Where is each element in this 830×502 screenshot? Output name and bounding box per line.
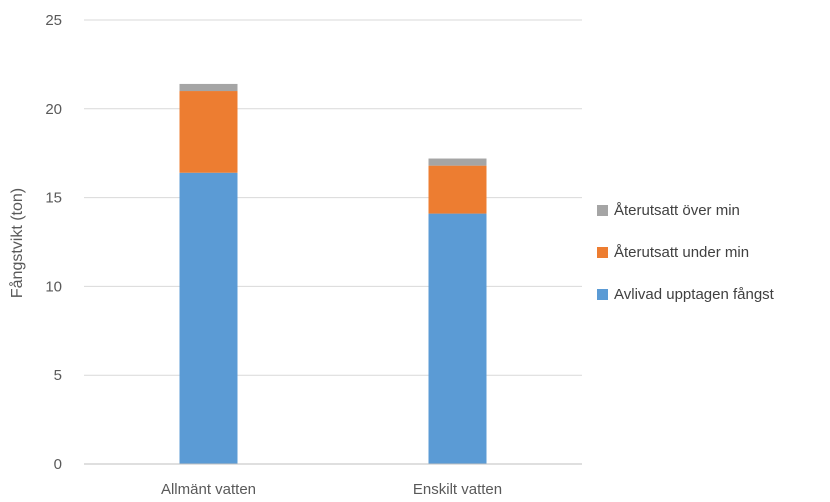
y-tick-label: 0 (54, 456, 62, 473)
y-tick-label: 10 (45, 278, 62, 295)
legend-swatch (597, 289, 608, 300)
x-tick-label: Enskilt vatten (413, 481, 502, 498)
y-tick-label: 5 (54, 367, 62, 384)
y-axis-title: Fångstvikt (ton) (8, 188, 26, 298)
bar-segment--terutsatt-ver-min-1 (179, 83, 238, 92)
bar-segment-avlivad-upptagen-f-ngst-1 (179, 172, 238, 464)
gridlines (84, 19, 582, 376)
legend-swatch (597, 205, 608, 216)
legend-label: Avlivad upptagen fångst (614, 286, 775, 303)
x-axis-tick-labels: Allmänt vatten Enskilt vatten (161, 481, 502, 498)
bars (179, 83, 487, 464)
y-tick-label: 20 (45, 101, 62, 118)
bar-segment-avlivad-upptagen-f-ngst-2 (428, 213, 487, 464)
y-axis-tick-labels: 0 5 10 15 20 25 (45, 12, 62, 473)
legend-label: Återutsatt över min (614, 202, 740, 219)
legend: Återutsatt över min Återutsatt under min A… (597, 202, 775, 303)
bar-segment--terutsatt-under-min-1 (179, 91, 238, 173)
legend-label: Återutsatt under min (614, 244, 749, 261)
bar-segment--terutsatt-ver-min-2 (428, 158, 487, 166)
legend-swatch (597, 247, 608, 258)
x-tick-label: Allmänt vatten (161, 481, 256, 498)
bar-segment--terutsatt-under-min-2 (428, 165, 487, 214)
y-tick-label: 25 (45, 12, 62, 29)
y-tick-label: 15 (45, 190, 62, 207)
